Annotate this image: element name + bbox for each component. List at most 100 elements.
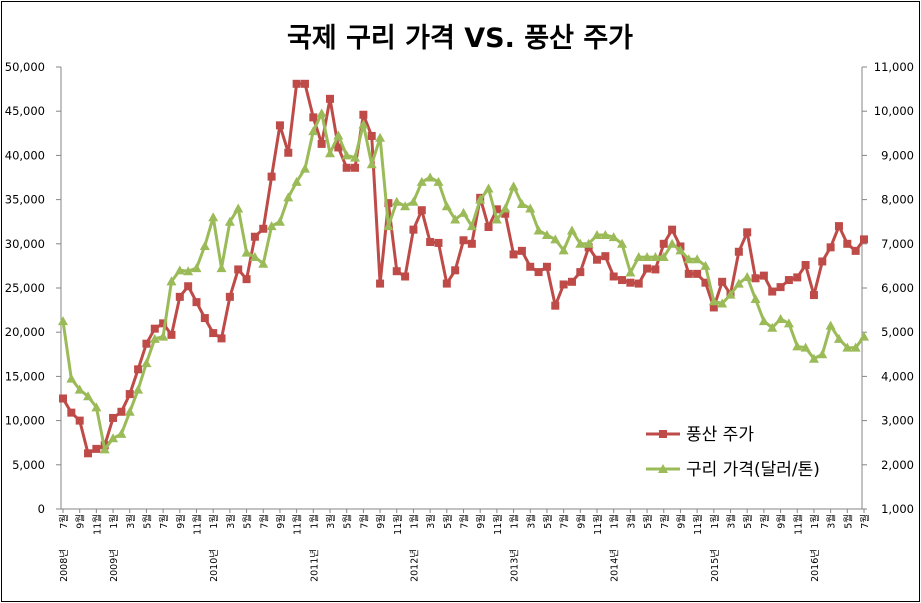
pungsan-point [192,298,201,307]
pungsan-point [743,228,752,237]
copper-point [216,263,227,273]
pungsan-point [242,275,251,284]
x-tick-label: 7월 [459,514,471,529]
copper-point [767,322,778,332]
copper-point [566,225,577,235]
copper-point [633,252,644,262]
x-tick-label: 11월 [392,514,404,535]
pungsan-point [442,279,451,288]
copper-point [199,241,210,251]
x-tick-label: 1월 [408,514,420,529]
x-year-label: 2013년 [510,549,521,582]
copper-point [541,229,552,239]
legend-swatch-copper-marker [658,464,668,473]
copper-point [658,252,669,262]
pungsan-point [801,261,810,270]
chart-legend: 풍산 주가 구리 가격(달러/톤) [646,425,820,480]
copper-point [733,278,744,288]
pungsan-point [359,110,368,119]
legend-label-copper: 구리 가격(달러/톤) [686,460,820,480]
copper-point [391,196,402,206]
pungsan-point [759,271,768,280]
copper-point [700,260,711,270]
copper-point [308,126,319,136]
pungsan-point [834,222,843,231]
copper-point [667,238,678,248]
copper-point [466,221,477,231]
pungsan-point [626,278,635,287]
x-tick-label: 7월 [759,514,771,529]
pungsan-point [342,163,351,172]
copper-point [233,203,244,213]
pungsan-point [175,292,184,301]
pungsan-point [234,265,243,274]
x-tick-label: 11월 [192,514,204,535]
copper-point [366,159,377,169]
pungsan-point [784,276,793,285]
right-tick-label: 5,000 [881,325,914,339]
left-tick-label: 15,000 [5,369,45,383]
x-tick-label: 1월 [809,514,821,529]
copper-point [116,428,127,438]
pungsan-point [559,280,568,289]
x-year-label: 2008년 [59,549,70,582]
copper-point [133,384,144,394]
pungsan-point [309,113,318,122]
x-tick-label: 3월 [425,514,437,529]
copper-point [525,203,536,213]
chart-axes: 0 5,000 10,000 15,000 20,000 25,000 30,000 35,0… [5,60,914,582]
copper-point [800,342,811,352]
x-tick-label: 5월 [342,514,354,529]
pungsan-point [768,287,777,296]
pungsan-point [534,268,543,277]
pungsan-point [384,199,393,208]
pungsan-point [326,94,334,103]
copper-point [66,373,77,383]
copper-point [450,214,461,224]
pungsan-point [593,255,601,264]
pungsan-point [551,301,560,310]
left-tick-label: 40,000 [5,148,45,162]
pungsan-point [701,278,710,287]
copper-point [508,181,519,191]
copper-point [483,183,494,193]
chart-title: 국제 구리 가격 VS. 풍산 주가 [287,23,633,54]
copper-point [717,298,728,308]
copper-point [283,192,294,202]
copper-point [274,216,285,226]
pungsan-point [67,408,76,417]
copper-point [742,271,753,281]
x-tick-label: 9월 [475,514,487,529]
pungsan-point [643,264,652,273]
copper-line [61,111,866,451]
pungsan-point [776,283,785,292]
copper-point [149,333,160,343]
copper-point [58,316,68,326]
x-tick-label: 5월 [141,514,153,529]
copper-point [299,163,310,173]
copper-point [817,349,828,359]
legend-label-pungsan: 풍산 주가 [686,425,754,445]
left-tick-label: 20,000 [5,325,45,339]
pungsan-point [484,223,493,232]
pungsan-point [492,205,501,214]
x-year-label: 2009년 [109,549,120,582]
copper-point [708,296,719,306]
x-tick-label: 9월 [575,514,587,529]
x-tick-label: 1월 [709,514,721,529]
copper-point [758,316,769,326]
copper-point [350,152,361,162]
pungsan-point [684,269,693,278]
copper-point [258,258,269,268]
pungsan-point [576,268,585,277]
x-tick-label: 7월 [559,514,571,529]
pungsan-point [409,225,418,234]
right-tick-label: 8,000 [881,193,914,207]
pungsan-point [693,269,702,278]
x-tick-label: 9월 [375,514,387,529]
copper-point [108,433,119,443]
pungsan-point [651,265,660,274]
copper-point [441,201,452,211]
copper-point [516,199,527,209]
